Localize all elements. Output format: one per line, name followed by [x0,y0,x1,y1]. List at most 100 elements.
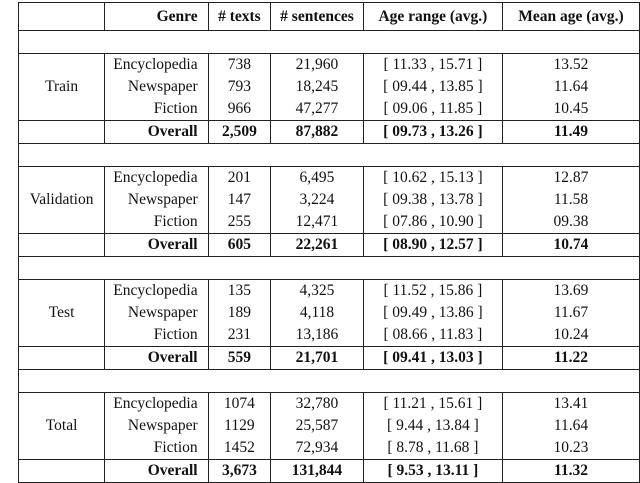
age-range-cell: [ 9.44 , 13.84 ] [362,415,503,437]
block-total: Total Encyclopedia 1074 32,780 [ 11.21 ,… [17,369,640,483]
block-test: Test Encyclopedia 135 4,325 [ 11.52 , 15… [17,256,640,370]
sentences-cell: 47,277 [270,98,364,121]
mean-age-cell: 13.41 [501,392,640,415]
age-range-cell: [ 11.52 , 15.86 ] [362,279,503,302]
age-range-cell: [ 8.78 , 11.68 ] [362,437,503,460]
texts-cell: 1129 [207,415,272,437]
genre-cell: Encyclopedia [104,279,209,302]
sentences-cell: 87,882 [270,120,364,144]
mean-age-cell: 10.23 [501,437,640,460]
sentences-cell: 22,261 [270,233,364,257]
header-age-range: Age range (avg.) [362,2,503,31]
mean-age-cell: 09.38 [501,211,640,234]
mean-age-cell: 10.74 [501,233,640,257]
header-mean-age: Mean age (avg.) [501,2,640,31]
genre-cell: Fiction [104,211,209,234]
table-row: Newspaper 1129 25,587 [ 9.44 , 13.84 ] 1… [19,415,640,437]
mean-age-cell: 11.22 [501,346,640,370]
table-row: Fiction 255 12,471 [ 07.86 , 10.90 ] 09.… [19,211,640,234]
split-label: Total [17,392,106,460]
texts-cell: 966 [207,98,272,121]
texts-cell: 135 [207,279,272,302]
genre-cell: Newspaper [104,302,209,324]
age-range-cell: [ 10.62 , 15.13 ] [362,166,503,189]
header-split [17,2,106,31]
table-row: Train Encyclopedia 738 21,960 [ 11.33 , … [17,53,640,121]
sentences-cell: 6,495 [270,166,364,189]
age-range-cell: [ 09.44 , 13.85 ] [362,76,503,98]
dataset-statistics-table: Genre # texts # sentences Age range (avg… [17,2,640,483]
overall-label: Overall [104,346,209,370]
overall-label: Overall [104,233,209,257]
overall-row: Overall 605 22,261 [ 08.90 , 12.57 ] 10.… [17,233,640,257]
header-texts: # texts [207,2,272,31]
split-label: Validation [17,166,106,234]
overall-label: Overall [104,120,209,144]
age-range-cell: [ 09.06 , 11.85 ] [362,98,503,121]
genre-cell: Fiction [104,324,209,347]
header-genre: Genre [104,2,209,31]
texts-cell: 2,509 [207,120,272,144]
texts-cell: 793 [207,76,272,98]
table-row: Newspaper 793 18,245 [ 09.44 , 13.85 ] 1… [19,76,640,98]
table-row: Validation Encyclopedia 201 6,495 [ 10.6… [17,166,640,234]
age-range-cell: [ 9.53 , 13.11 ] [362,459,503,483]
age-range-cell: [ 09.41 , 13.03 ] [362,346,503,370]
genre-cell: Newspaper [104,415,209,437]
sentences-cell: 12,471 [270,211,364,234]
mean-age-cell: 10.24 [501,324,640,347]
table-row: Test Encyclopedia 135 4,325 [ 11.52 , 15… [17,279,640,347]
genre-cell: Encyclopedia [104,392,209,415]
mean-age-cell: 11.67 [501,302,640,324]
texts-cell: 255 [207,211,272,234]
texts-cell: 1074 [207,392,272,415]
age-range-cell: [ 09.73 , 13.26 ] [362,120,503,144]
header-sentences: # sentences [270,2,364,31]
texts-cell: 605 [207,233,272,257]
texts-cell: 1452 [207,437,272,460]
age-range-cell: [ 07.86 , 10.90 ] [362,211,503,234]
sentences-cell: 131,844 [270,459,364,483]
sentences-cell: 4,325 [270,279,364,302]
mean-age-cell: 13.69 [501,279,640,302]
overall-row: Overall 3,673 131,844 [ 9.53 , 13.11 ] 1… [17,459,640,483]
age-range-cell: [ 11.21 , 15.61 ] [362,392,503,415]
genre-cell: Encyclopedia [104,53,209,76]
age-range-cell: [ 09.38 , 13.78 ] [362,189,503,211]
header-row: Genre # texts # sentences Age range (avg… [17,2,640,31]
overall-label: Overall [104,459,209,483]
mean-age-cell: 13.52 [501,53,640,76]
table-row: Newspaper 189 4,118 [ 09.49 , 13.86 ] 11… [19,302,640,324]
sentences-cell: 18,245 [270,76,364,98]
texts-cell: 559 [207,346,272,370]
mean-age-cell: 11.64 [501,415,640,437]
table-row: Total Encyclopedia 1074 32,780 [ 11.21 ,… [17,392,640,460]
texts-cell: 189 [207,302,272,324]
table-row: Fiction 966 47,277 [ 09.06 , 11.85 ] 10.… [19,98,640,121]
genre-cell: Newspaper [104,76,209,98]
texts-cell: 147 [207,189,272,211]
age-range-cell: [ 11.33 , 15.71 ] [362,53,503,76]
mean-age-cell: 11.32 [501,459,640,483]
sentences-cell: 21,960 [270,53,364,76]
mean-age-cell: 11.49 [501,120,640,144]
texts-cell: 201 [207,166,272,189]
block-train: Train Encyclopedia 738 21,960 [ 11.33 , … [17,30,640,144]
genre-cell: Fiction [104,437,209,460]
mean-age-cell: 11.64 [501,76,640,98]
sentences-cell: 4,118 [270,302,364,324]
genre-cell: Newspaper [104,189,209,211]
genre-cell: Encyclopedia [104,166,209,189]
age-range-cell: [ 08.90 , 12.57 ] [362,233,503,257]
genre-cell: Fiction [104,98,209,121]
table-row: Fiction 1452 72,934 [ 8.78 , 11.68 ] 10.… [19,437,640,460]
sentences-cell: 21,701 [270,346,364,370]
sentences-cell: 72,934 [270,437,364,460]
mean-age-cell: 11.58 [501,189,640,211]
overall-row: Overall 559 21,701 [ 09.41 , 13.03 ] 11.… [17,346,640,370]
texts-cell: 231 [207,324,272,347]
split-label: Test [17,279,106,347]
age-range-cell: [ 09.49 , 13.86 ] [362,302,503,324]
table-row: Fiction 231 13,186 [ 08.66 , 11.83 ] 10.… [19,324,640,347]
texts-cell: 3,673 [207,459,272,483]
